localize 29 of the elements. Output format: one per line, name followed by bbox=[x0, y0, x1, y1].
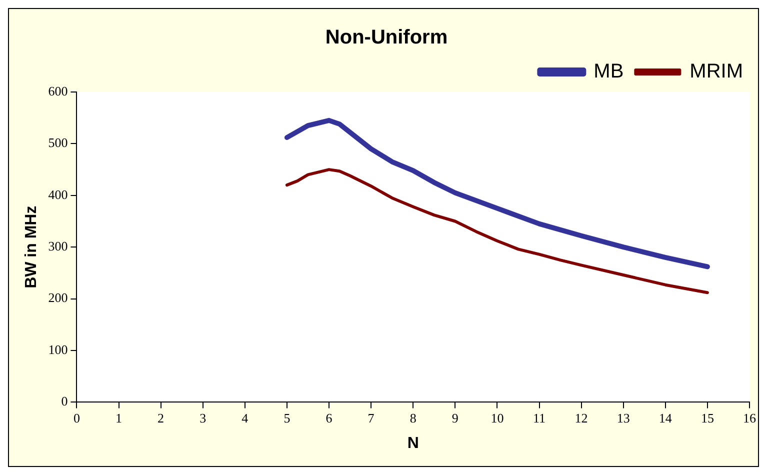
x-tick-label: 11 bbox=[532, 410, 546, 426]
legend-label: MRIM bbox=[690, 60, 744, 83]
y-tick-label: 300 bbox=[48, 238, 68, 254]
y-tick-label: 0 bbox=[61, 394, 68, 409]
x-tick-label: 3 bbox=[200, 410, 206, 426]
x-tick-label: 6 bbox=[326, 410, 333, 426]
x-tick-label: 14 bbox=[658, 410, 672, 426]
x-tick-label: 9 bbox=[452, 410, 458, 426]
chart-title: Non-Uniform bbox=[325, 26, 448, 49]
x-tick-label: 12 bbox=[574, 410, 588, 426]
x-tick-label: 7 bbox=[368, 410, 375, 426]
x-tick-label: 0 bbox=[73, 410, 80, 426]
y-tick-label: 200 bbox=[48, 290, 68, 306]
x-tick-label: 5 bbox=[284, 410, 290, 426]
x-tick-label: 8 bbox=[410, 410, 416, 426]
legend-label: MB bbox=[594, 60, 624, 83]
y-tick-label: 100 bbox=[48, 342, 68, 357]
y-tick-label: 400 bbox=[48, 186, 68, 202]
y-tick-label: 600 bbox=[48, 83, 68, 98]
x-tick-label: 10 bbox=[490, 410, 504, 426]
y-axis-title: BW in MHz bbox=[23, 206, 40, 288]
x-axis-title: N bbox=[407, 434, 419, 452]
x-tick-label: 1 bbox=[116, 410, 122, 426]
y-tick-label: 500 bbox=[48, 135, 68, 150]
x-tick-label: 2 bbox=[158, 410, 164, 426]
x-tick-label: 4 bbox=[242, 410, 249, 426]
x-tick-label: 13 bbox=[616, 410, 630, 426]
x-tick-label: 15 bbox=[700, 410, 714, 426]
x-tick-label: 16 bbox=[743, 410, 756, 426]
